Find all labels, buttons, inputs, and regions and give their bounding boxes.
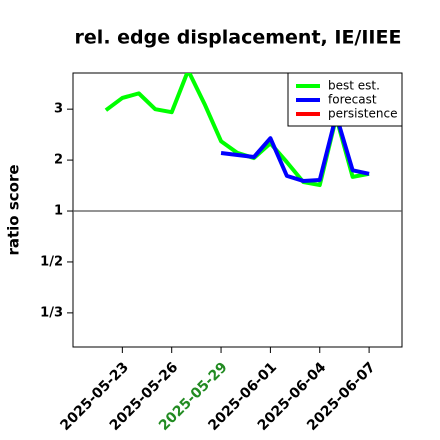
plot-frame: [72, 72, 403, 348]
y-tick-label: 3: [54, 102, 63, 117]
y-tick-label: 1/2: [40, 254, 63, 269]
y-tick-label: 2: [54, 153, 63, 168]
y-tick-label: 1: [54, 204, 63, 219]
legend-label: best est.: [328, 79, 380, 93]
chart-title: rel. edge displacement, IE/IIEE: [75, 27, 402, 49]
y-axis-label: ratio score: [5, 164, 23, 255]
series-line: [220, 113, 370, 183]
legend-label: persistence: [328, 107, 397, 121]
plot-area: [104, 73, 370, 188]
legend-label: forecast: [328, 93, 377, 107]
y-tick-label: 1/3: [40, 305, 63, 320]
